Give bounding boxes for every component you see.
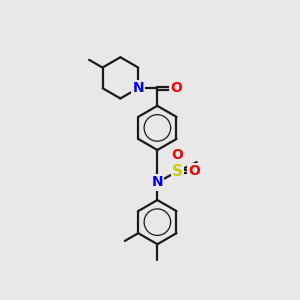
Text: O: O (172, 148, 184, 162)
Text: O: O (188, 164, 200, 178)
Text: N: N (152, 176, 163, 189)
Text: N: N (132, 81, 144, 95)
Text: N: N (132, 81, 144, 95)
Text: O: O (170, 81, 182, 95)
Text: S: S (172, 164, 183, 179)
